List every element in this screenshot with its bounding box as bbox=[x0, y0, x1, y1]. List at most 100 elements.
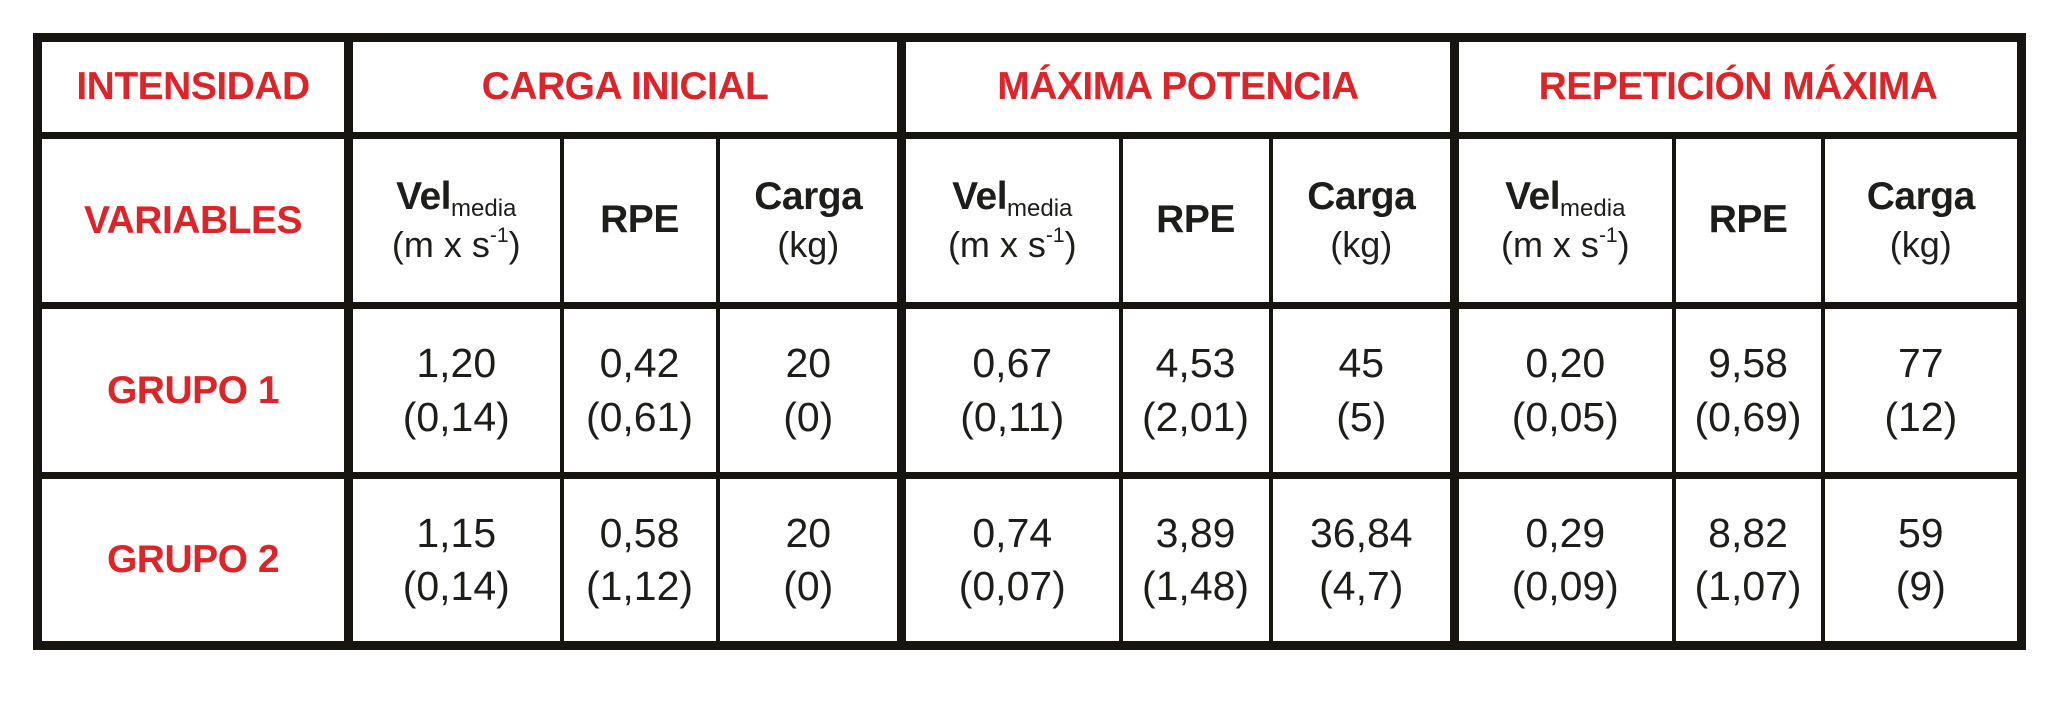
column-header-ci-carga: Carga (kg) bbox=[715, 132, 904, 309]
unit-open: (m x s bbox=[947, 224, 1046, 266]
column-header-mp-rpe: RPE bbox=[1118, 132, 1273, 309]
sd-value: (0,11) bbox=[960, 393, 1065, 440]
corner-header-intensidad: INTENSIDAD bbox=[35, 34, 351, 139]
cell-grupo2-rm-rpe: 8,82 (1,07) bbox=[1671, 472, 1825, 649]
vel-text: Vel bbox=[1505, 175, 1561, 219]
mean-value: 9,58 bbox=[1708, 340, 1788, 387]
group-header-repeticion-maxima: REPETICIÓN MÁXIMA bbox=[1450, 34, 2024, 139]
mean-value: 4,53 bbox=[1155, 340, 1236, 387]
row-header-grupo-2: GRUPO 2 bbox=[35, 472, 351, 649]
group-header-carga-inicial: CARGA INICIAL bbox=[343, 34, 904, 139]
group-header-row: INTENSIDAD CARGA INICIAL MÁXIMA POTENCIA… bbox=[35, 34, 2024, 139]
mean-value: 0,29 bbox=[1525, 509, 1606, 556]
unit-exponent: -1 bbox=[1598, 224, 1618, 248]
vel-media-label: Velmedia bbox=[906, 175, 1119, 223]
unit-close: ) bbox=[1617, 224, 1630, 266]
column-header-rm-rpe: RPE bbox=[1671, 132, 1825, 309]
row-header-grupo-1: GRUPO 1 bbox=[35, 302, 351, 479]
intensity-results-table: INTENSIDAD CARGA INICIAL MÁXIMA POTENCIA… bbox=[33, 33, 2027, 650]
media-subscript: media bbox=[451, 195, 517, 223]
group-header-maxima-potencia: MÁXIMA POTENCIA bbox=[897, 34, 1457, 139]
carga-label: Carga bbox=[1307, 175, 1416, 219]
unit-close: ) bbox=[1064, 224, 1077, 266]
sd-value: (0,07) bbox=[958, 563, 1066, 609]
cell-grupo1-ci-carga: 20 (0) bbox=[715, 302, 904, 479]
vel-media-label: Velmedia bbox=[1459, 175, 1672, 223]
table-row-grupo-1: GRUPO 1 1,20 (0,14) 0,42 (0,61) 20 (0) 0,67… bbox=[35, 302, 2024, 479]
mean-value: 1,15 bbox=[416, 509, 497, 556]
cell-grupo2-mp-vel: 0,74 (0,07) bbox=[897, 472, 1123, 649]
mean-value: 0,42 bbox=[599, 340, 680, 387]
cell-grupo2-mp-carga: 36,84 (4,7) bbox=[1268, 472, 1457, 649]
sd-value: (12) bbox=[1884, 393, 1958, 440]
carga-unit: (kg) bbox=[777, 224, 840, 266]
rpe-label: RPE bbox=[1708, 198, 1788, 242]
mean-value: 0,74 bbox=[972, 509, 1053, 556]
rpe-label: RPE bbox=[1156, 198, 1235, 242]
cell-grupo1-rm-rpe: 9,58 (0,69) bbox=[1671, 302, 1825, 479]
table-row-grupo-2: GRUPO 2 1,15 (0,14) 0,58 (1,12) 20 (0) 0,74… bbox=[35, 472, 2024, 649]
sd-value: (1,48) bbox=[1141, 563, 1250, 609]
unit-exponent: -1 bbox=[1045, 224, 1065, 248]
cell-grupo1-ci-vel: 1,20 (0,14) bbox=[344, 302, 564, 479]
mean-value: 45 bbox=[1338, 340, 1385, 387]
sd-value: (0) bbox=[783, 393, 834, 440]
column-header-mp-carga: Carga (kg) bbox=[1268, 132, 1457, 309]
cell-grupo2-ci-vel: 1,15 (0,14) bbox=[344, 472, 564, 649]
mean-value: 3,89 bbox=[1155, 509, 1236, 556]
column-header-rm-vel-media: Velmedia (m x s-1) bbox=[1450, 132, 1676, 309]
mean-value: 36,84 bbox=[1309, 509, 1413, 556]
rpe-label: RPE bbox=[600, 198, 679, 242]
unit-open: (m x s bbox=[1500, 224, 1599, 266]
mean-value: 0,20 bbox=[1525, 340, 1606, 387]
row-header-variables: VARIABLES bbox=[35, 132, 351, 309]
mean-value: 0,58 bbox=[599, 509, 680, 556]
unit-close: ) bbox=[508, 224, 521, 266]
vel-media-unit: (m x s-1) bbox=[1459, 224, 1672, 265]
column-header-rm-carga: Carga (kg) bbox=[1820, 132, 2024, 309]
vel-text: Vel bbox=[396, 175, 451, 219]
sd-value: (1,07) bbox=[1694, 563, 1802, 609]
cell-grupo2-ci-rpe: 0,58 (1,12) bbox=[559, 472, 720, 649]
mean-value: 20 bbox=[785, 340, 832, 387]
sd-value: (1,12) bbox=[585, 563, 694, 609]
unit-open: (m x s bbox=[391, 224, 490, 266]
vel-media-label: Velmedia bbox=[353, 175, 560, 223]
sd-value: (0,14) bbox=[402, 393, 510, 440]
carga-label: Carga bbox=[1866, 175, 1976, 219]
carga-label: Carga bbox=[754, 175, 863, 219]
cell-grupo1-mp-vel: 0,67 (0,11) bbox=[897, 302, 1123, 479]
media-subscript: media bbox=[1007, 195, 1073, 223]
mean-value: 8,82 bbox=[1708, 509, 1788, 556]
sd-value: (0,14) bbox=[402, 563, 510, 609]
mean-value: 1,20 bbox=[416, 340, 497, 387]
sd-value: (0,09) bbox=[1511, 563, 1619, 609]
sd-value: (0,05) bbox=[1511, 393, 1619, 440]
carga-unit: (kg) bbox=[1889, 224, 1952, 266]
cell-grupo1-rm-carga: 77 (12) bbox=[1820, 302, 2024, 479]
sd-value: (0,61) bbox=[585, 393, 694, 440]
column-header-ci-rpe: RPE bbox=[559, 132, 720, 309]
variables-header-row: VARIABLES Velmedia (m x s-1) RPE Carga (… bbox=[35, 132, 2024, 309]
cell-grupo1-rm-vel: 0,20 (0,05) bbox=[1450, 302, 1676, 479]
sd-value: (4,7) bbox=[1319, 563, 1404, 609]
sd-value: (0,69) bbox=[1694, 393, 1802, 440]
vel-media-unit: (m x s-1) bbox=[906, 224, 1119, 265]
carga-unit: (kg) bbox=[1330, 224, 1393, 266]
sd-value: (9) bbox=[1895, 563, 1946, 609]
unit-exponent: -1 bbox=[489, 224, 509, 248]
media-subscript: media bbox=[1560, 195, 1626, 223]
column-header-ci-vel-media: Velmedia (m x s-1) bbox=[344, 132, 564, 309]
cell-grupo1-mp-rpe: 4,53 (2,01) bbox=[1118, 302, 1273, 479]
cell-grupo2-rm-carga: 59 (9) bbox=[1820, 472, 2024, 649]
mean-value: 0,67 bbox=[972, 340, 1053, 387]
sd-value: (0) bbox=[783, 563, 834, 609]
mean-value: 20 bbox=[785, 509, 832, 556]
cell-grupo1-ci-rpe: 0,42 (0,61) bbox=[559, 302, 720, 479]
cell-grupo1-mp-carga: 45 (5) bbox=[1268, 302, 1457, 479]
column-header-mp-vel-media: Velmedia (m x s-1) bbox=[897, 132, 1123, 309]
cell-grupo2-rm-vel: 0,29 (0,09) bbox=[1450, 472, 1676, 649]
sd-value: (5) bbox=[1336, 393, 1387, 440]
mean-value: 59 bbox=[1897, 509, 1944, 556]
vel-media-unit: (m x s-1) bbox=[353, 224, 560, 265]
